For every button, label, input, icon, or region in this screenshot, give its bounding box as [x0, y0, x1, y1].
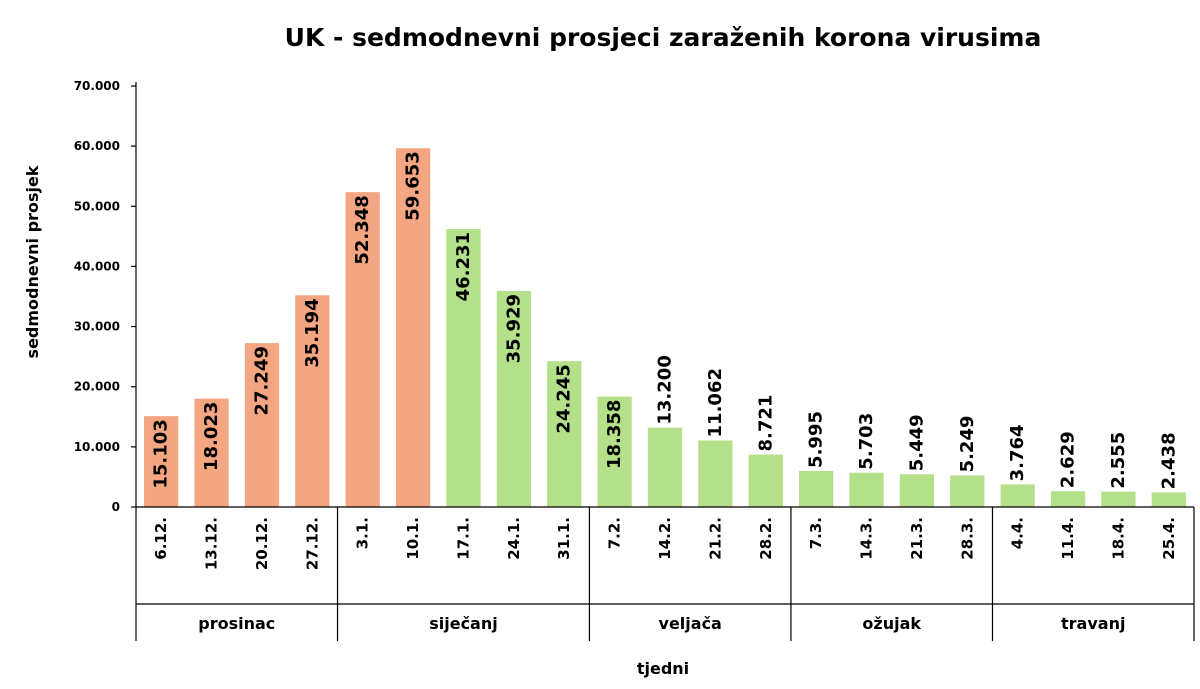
- x-tick-label: 31.1.: [555, 517, 573, 560]
- bar: [345, 192, 380, 507]
- x-tick-label: 7.2.: [606, 517, 624, 549]
- data-label: 35.194: [302, 298, 323, 367]
- x-tick-label: 21.2.: [706, 517, 724, 560]
- data-label: 46.231: [453, 232, 474, 301]
- bar: [597, 396, 632, 507]
- bar: [950, 475, 985, 507]
- bar: [295, 295, 330, 507]
- bar: [849, 472, 884, 507]
- bar: [446, 228, 481, 507]
- data-label: 8.721: [755, 395, 776, 452]
- y-tick-label: 40.000: [74, 259, 120, 273]
- y-tick-label: 0: [112, 500, 120, 514]
- y-tick-label: 30.000: [74, 320, 120, 334]
- data-label: 35.929: [503, 294, 524, 363]
- y-tick-label: 10.000: [74, 440, 120, 454]
- data-label: 18.023: [201, 402, 222, 471]
- data-label: 52.348: [352, 195, 373, 264]
- data-label: 24.245: [554, 364, 575, 433]
- bar: [547, 361, 582, 507]
- x-tick-label: 11.4.: [1059, 517, 1077, 560]
- data-label: 5.995: [806, 411, 827, 468]
- month-group-label: veljača: [659, 614, 722, 633]
- bar: [496, 290, 531, 507]
- bar: [244, 343, 280, 507]
- bar: [799, 470, 834, 507]
- data-label: 11.062: [705, 368, 726, 437]
- month-group-label: prosinac: [198, 614, 275, 633]
- data-label: 5.703: [856, 413, 877, 470]
- x-tick-label: 27.12.: [303, 517, 321, 570]
- data-labels: 15.103 18.023 27.249 35.194 52.348 59.653 46.2…: [151, 151, 1180, 489]
- x-tick-label: 10.1.: [404, 517, 422, 560]
- bar: [748, 454, 783, 507]
- x-tick-label: 7.3.: [807, 517, 825, 549]
- data-label: 13.200: [655, 355, 676, 424]
- data-label: 5.449: [906, 414, 927, 471]
- x-tick-label: 28.3.: [958, 517, 976, 560]
- y-tick-label: 20.000: [74, 380, 120, 394]
- x-tick-label: 24.1.: [505, 517, 523, 560]
- x-axis: 6.12. 13.12. 20.12. 27.12. 3.1. 10.1. 17.1. 24.…: [135, 506, 1195, 641]
- x-tick-label: 4.4.: [1009, 517, 1027, 549]
- data-label: 18.358: [604, 400, 625, 469]
- x-tick-label: 20.12.: [253, 517, 271, 570]
- x-axis-label: tjedni: [637, 659, 689, 678]
- x-tick-label: 6.12.: [152, 517, 170, 560]
- data-label: 3.764: [1007, 424, 1028, 481]
- data-label: 27.249: [251, 346, 272, 415]
- month-group-label: travanj: [1061, 614, 1125, 633]
- data-label: 5.249: [957, 415, 978, 472]
- bar: [647, 427, 683, 507]
- bar: [1151, 492, 1186, 507]
- x-tick-label: 17.1.: [454, 517, 472, 560]
- bar: [144, 416, 179, 507]
- x-tick-label: 3.1.: [354, 517, 372, 549]
- y-axis: 0 10.000 20.000 30.000 40.000 50.000 60.000 70.…: [74, 79, 137, 514]
- y-tick-label: 60.000: [74, 139, 120, 153]
- data-label: 59.653: [403, 151, 424, 220]
- chart-title: UK - sedmodnevni prosjeci zaraženih koro…: [285, 23, 1042, 52]
- data-label: 15.103: [151, 419, 172, 488]
- data-label: 2.629: [1058, 431, 1079, 488]
- bar: [698, 440, 733, 507]
- bar: [395, 148, 431, 508]
- bar: [1101, 491, 1136, 507]
- bar: [1000, 484, 1035, 507]
- y-axis-label: sedmodnevni prosjek: [23, 165, 42, 358]
- x-tick-label: 21.3.: [908, 517, 926, 560]
- bar: [1050, 491, 1086, 507]
- y-tick-label: 70.000: [74, 79, 120, 93]
- bars: [144, 148, 1186, 508]
- x-tick-label: 13.12.: [203, 517, 221, 570]
- bar: [899, 474, 935, 507]
- month-group-label: ožujak: [862, 614, 921, 633]
- data-label: 2.555: [1108, 432, 1129, 489]
- x-tick-label: 28.2.: [757, 517, 775, 560]
- x-tick-label: 18.4.: [1109, 517, 1127, 560]
- x-tick-label: 25.4.: [1160, 517, 1178, 560]
- bar: [194, 398, 229, 507]
- y-tick-label: 50.000: [74, 199, 120, 213]
- x-tick-label: 14.2.: [656, 517, 674, 560]
- month-group-label: siječanj: [429, 614, 498, 633]
- x-tick-label: 14.3.: [858, 517, 876, 560]
- data-label: 2.438: [1158, 432, 1179, 489]
